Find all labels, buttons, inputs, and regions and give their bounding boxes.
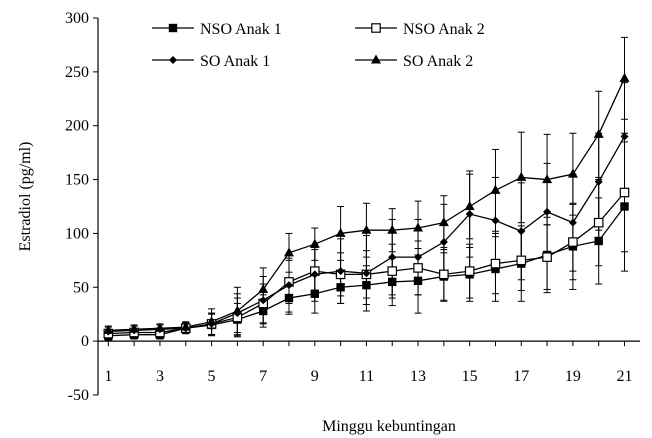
marker-filled-triangle <box>619 72 630 82</box>
marker-diamond <box>362 269 371 278</box>
marker-filled-triangle <box>371 54 381 64</box>
x-tick-label: 7 <box>259 368 267 385</box>
marker-open-square <box>464 266 475 276</box>
marker-diamond <box>439 238 448 247</box>
marker-diamond <box>259 296 268 305</box>
error-bars <box>104 36 629 341</box>
x-tick-label: 13 <box>410 368 426 385</box>
legend-label: SO Anak 1 <box>200 53 270 70</box>
marker-filled-triangle <box>387 224 398 234</box>
marker-filled-triangle <box>567 168 578 178</box>
y-tick-label: 300 <box>65 10 89 27</box>
marker-diamond <box>594 177 603 186</box>
marker-filled-triangle <box>413 222 424 232</box>
marker-diamond <box>517 227 526 236</box>
marker-open-square <box>387 266 398 276</box>
legend-item-3: SO Anak 1 <box>152 53 270 70</box>
marker-filled-square <box>413 276 423 286</box>
legend-label: NSO Anak 1 <box>200 21 282 38</box>
marker-filled-square <box>388 277 397 287</box>
x-axis-title: Minggu kebuntingan <box>322 418 456 435</box>
marker-diamond <box>388 253 397 262</box>
y-axis-title: Estradiol (pg/ml) <box>17 142 34 252</box>
x-tick-label: 19 <box>565 368 581 385</box>
marker-diamond <box>568 218 577 227</box>
marker-filled-triangle <box>232 305 243 315</box>
x-tick-label: 15 <box>462 368 478 385</box>
legend-label: NSO Anak 2 <box>403 21 485 38</box>
marker-filled-triangle <box>103 324 114 334</box>
marker-open-square <box>413 263 423 273</box>
x-tick-label: 1 <box>104 368 112 385</box>
marker-filled-triangle <box>129 323 140 333</box>
marker-diamond <box>543 207 552 216</box>
marker-filled-square <box>168 23 178 33</box>
marker-filled-square <box>594 236 603 246</box>
marker-open-square <box>439 269 449 280</box>
marker-filled-square <box>310 289 319 298</box>
marker-filled-square <box>491 264 500 274</box>
marker-filled-triangle <box>180 321 191 331</box>
marker-open-square <box>371 23 381 33</box>
marker-open-square <box>490 258 501 269</box>
marker-filled-square <box>258 306 268 316</box>
marker-open-square <box>568 237 578 247</box>
marker-diamond <box>284 281 293 290</box>
marker-open-square <box>542 252 552 262</box>
marker-filled-triangle <box>206 316 217 326</box>
marker-diamond <box>465 210 474 219</box>
y-tick-label: 100 <box>65 225 89 242</box>
marker-filled-square <box>362 280 371 290</box>
x-tick-label: 9 <box>311 368 319 385</box>
marker-diamond <box>310 270 319 279</box>
y-tick-label: 250 <box>65 64 89 81</box>
marker-filled-square <box>284 293 294 303</box>
marker-filled-triangle <box>335 227 346 237</box>
marker-filled-square <box>620 202 629 211</box>
marker-filled-triangle <box>283 247 294 257</box>
marker-filled-triangle <box>309 238 320 248</box>
marker-filled-triangle <box>490 184 501 194</box>
marker-filled-triangle <box>464 201 475 210</box>
marker-filled-triangle <box>593 128 604 138</box>
y-tick-label: 0 <box>81 333 89 350</box>
x-tick-label: 3 <box>156 368 164 385</box>
marker-diamond <box>169 56 177 64</box>
x-tick-label: 11 <box>359 368 374 385</box>
marker-filled-triangle <box>542 174 553 184</box>
marker-filled-triangle <box>258 283 269 293</box>
y-tick-label: 150 <box>65 172 89 189</box>
marker-open-square <box>619 187 630 198</box>
marker-filled-triangle <box>516 171 527 181</box>
marker-filled-triangle <box>438 217 449 227</box>
legend-item-2: NSO Anak 2 <box>355 21 485 38</box>
marker-open-square <box>516 255 527 266</box>
marker-filled-triangle <box>154 322 165 332</box>
marker-diamond <box>620 132 629 141</box>
marker-filled-triangle <box>361 224 372 234</box>
legend-item-1: NSO Anak 1 <box>152 21 282 38</box>
marker-diamond <box>491 216 500 225</box>
marker-diamond <box>336 267 345 276</box>
y-tick-label: 50 <box>73 279 89 296</box>
y-tick-label: 200 <box>65 118 89 135</box>
marker-filled-square <box>336 283 345 292</box>
legend-label: SO Anak 2 <box>403 53 473 70</box>
marker-open-square <box>593 217 604 228</box>
x-tick-label: 21 <box>617 368 633 385</box>
x-tick-label: 5 <box>208 368 216 385</box>
marker-diamond <box>414 253 423 262</box>
y-tick-label: -50 <box>68 387 89 404</box>
series-markers <box>103 72 630 340</box>
legend: NSO Anak 1 NSO Anak 2 SO Anak 1 SO Anak 2 <box>152 21 485 70</box>
x-tick-label: 17 <box>513 368 529 385</box>
legend-item-4: SO Anak 2 <box>355 53 473 70</box>
